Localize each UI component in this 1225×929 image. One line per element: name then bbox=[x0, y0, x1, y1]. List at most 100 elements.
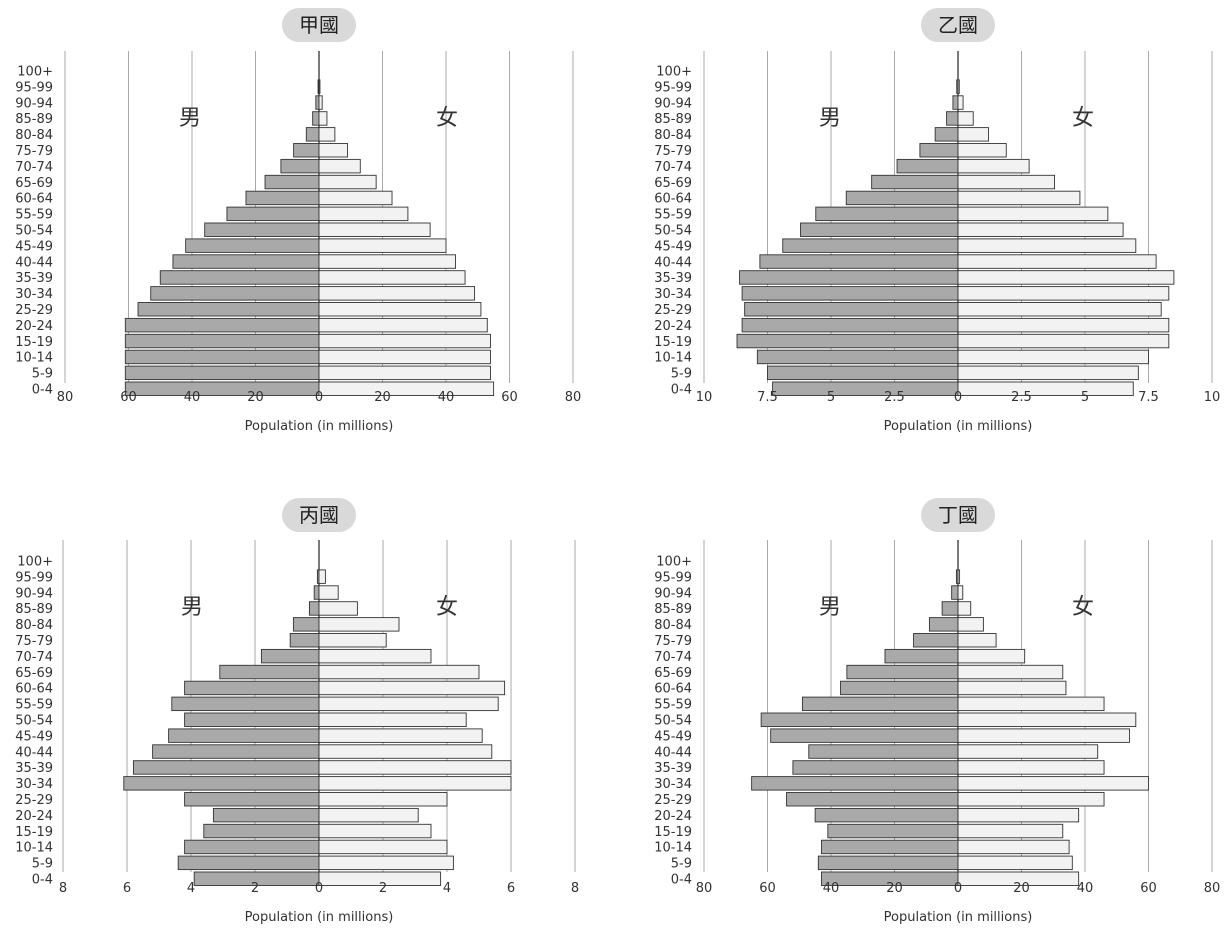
age-label: 15-19 bbox=[654, 825, 692, 840]
tick-label: 6 bbox=[123, 881, 131, 896]
female-bar-0-4 bbox=[957, 381, 1134, 396]
male-bar-30-34 bbox=[150, 286, 320, 301]
male-bar-35-39 bbox=[159, 270, 320, 285]
male-bar-50-54 bbox=[800, 222, 959, 237]
age-label: 75-79 bbox=[654, 634, 692, 649]
age-label: 70-74 bbox=[15, 160, 53, 175]
age-label: 45-49 bbox=[15, 239, 53, 254]
male-bar-90-94 bbox=[952, 95, 959, 110]
female-bar-45-49 bbox=[957, 238, 1137, 253]
female-bar-65-69 bbox=[957, 664, 1064, 680]
male-bar-40-44 bbox=[759, 254, 959, 269]
age-label: 55-59 bbox=[654, 698, 692, 713]
female-label: 女 bbox=[1072, 595, 1094, 620]
tick-label: 20 bbox=[247, 390, 264, 405]
age-label: 35-39 bbox=[15, 271, 53, 286]
age-label: 100+ bbox=[17, 555, 53, 570]
age-label: 95-99 bbox=[654, 570, 692, 585]
tick-label: 0 bbox=[954, 881, 962, 896]
female-bar-55-59 bbox=[318, 206, 409, 222]
age-label: 85-89 bbox=[654, 112, 692, 127]
male-bar-50-54 bbox=[184, 712, 320, 727]
age-label: 20-24 bbox=[15, 319, 53, 334]
male-bar-85-89 bbox=[308, 601, 320, 616]
female-bar-40-44 bbox=[318, 254, 456, 269]
female-bar-20-24 bbox=[957, 317, 1170, 333]
male-bar-40-44 bbox=[808, 744, 959, 759]
female-bar-50-54 bbox=[957, 712, 1137, 727]
female-bar-45-49 bbox=[957, 728, 1130, 743]
male-bar-25-29 bbox=[184, 792, 320, 807]
male-bar-30-34 bbox=[751, 776, 959, 791]
male-bar-40-44 bbox=[152, 744, 320, 759]
male-bar-45-49 bbox=[782, 238, 959, 253]
female-bar-40-44 bbox=[957, 744, 1099, 759]
tick-label: 40 bbox=[823, 881, 840, 896]
age-label: 90-94 bbox=[654, 96, 692, 111]
male-bar-85-89 bbox=[946, 111, 959, 126]
age-label: 65-69 bbox=[654, 176, 692, 191]
age-label: 20-24 bbox=[15, 809, 53, 824]
tick-label: 60 bbox=[120, 390, 137, 405]
male-bar-20-24 bbox=[212, 807, 320, 823]
tick-label: 7.5 bbox=[757, 390, 778, 405]
pyramid-panel-1: 0-45-910-1415-1920-2425-2930-3435-3940-4… bbox=[15, 8, 581, 434]
male-bar-50-54 bbox=[760, 712, 959, 727]
female-bar-35-39 bbox=[957, 270, 1175, 285]
male-label: 男 bbox=[819, 595, 841, 620]
female-bar-95-99 bbox=[318, 79, 321, 94]
male-bar-70-74 bbox=[260, 648, 320, 664]
age-label: 50-54 bbox=[654, 224, 692, 239]
female-bar-30-34 bbox=[957, 286, 1170, 301]
age-label: 30-34 bbox=[654, 287, 692, 302]
male-bar-80-84 bbox=[305, 127, 320, 142]
female-bar-25-29 bbox=[957, 302, 1162, 317]
female-bar-90-94 bbox=[318, 585, 339, 600]
male-bar-65-69 bbox=[871, 174, 959, 190]
age-label: 75-79 bbox=[654, 144, 692, 159]
male-bar-90-94 bbox=[951, 585, 959, 600]
age-label: 65-69 bbox=[654, 666, 692, 681]
female-bar-10-14 bbox=[957, 349, 1149, 365]
male-bar-10-14 bbox=[821, 839, 959, 855]
age-label: 10-14 bbox=[15, 841, 53, 856]
tick-label: 2.5 bbox=[1011, 390, 1032, 405]
age-label: 5-9 bbox=[32, 857, 53, 872]
male-bar-5-9 bbox=[124, 365, 320, 381]
tick-label: 80 bbox=[57, 390, 74, 405]
age-label: 20-24 bbox=[654, 319, 692, 334]
age-label: 80-84 bbox=[654, 128, 692, 143]
female-bar-60-64 bbox=[957, 190, 1081, 206]
female-bar-90-94 bbox=[957, 585, 964, 600]
tick-label: 60 bbox=[759, 881, 776, 896]
age-label: 40-44 bbox=[654, 745, 692, 760]
female-bar-75-79 bbox=[957, 633, 997, 648]
male-bar-15-19 bbox=[203, 823, 320, 839]
pyramid-panel-2: 0-45-910-1415-1920-2425-2930-3435-3940-4… bbox=[654, 8, 1220, 434]
age-label: 0-4 bbox=[671, 383, 692, 398]
age-label: 60-64 bbox=[654, 192, 692, 207]
male-bar-70-74 bbox=[280, 158, 320, 174]
male-bar-0-4 bbox=[124, 381, 320, 396]
age-label: 80-84 bbox=[15, 618, 53, 633]
age-label: 10-14 bbox=[654, 841, 692, 856]
chart-title: 丙國 bbox=[299, 503, 339, 527]
age-label: 75-79 bbox=[15, 634, 53, 649]
tick-label: 40 bbox=[184, 390, 201, 405]
tick-label: 80 bbox=[565, 390, 582, 405]
male-bar-30-34 bbox=[123, 776, 320, 791]
female-bar-25-29 bbox=[318, 302, 482, 317]
male-bar-55-59 bbox=[801, 696, 959, 712]
female-bar-80-84 bbox=[318, 127, 336, 142]
female-bar-30-34 bbox=[957, 776, 1149, 791]
tick-label: 0 bbox=[315, 390, 323, 405]
male-bar-35-39 bbox=[132, 760, 320, 775]
male-bar-90-94 bbox=[315, 95, 320, 110]
male-bar-65-69 bbox=[846, 664, 959, 680]
age-label: 90-94 bbox=[15, 96, 53, 111]
male-bar-65-69 bbox=[264, 174, 320, 190]
female-bar-75-79 bbox=[318, 633, 387, 648]
age-label: 15-19 bbox=[654, 335, 692, 350]
female-bar-70-74 bbox=[318, 158, 361, 174]
